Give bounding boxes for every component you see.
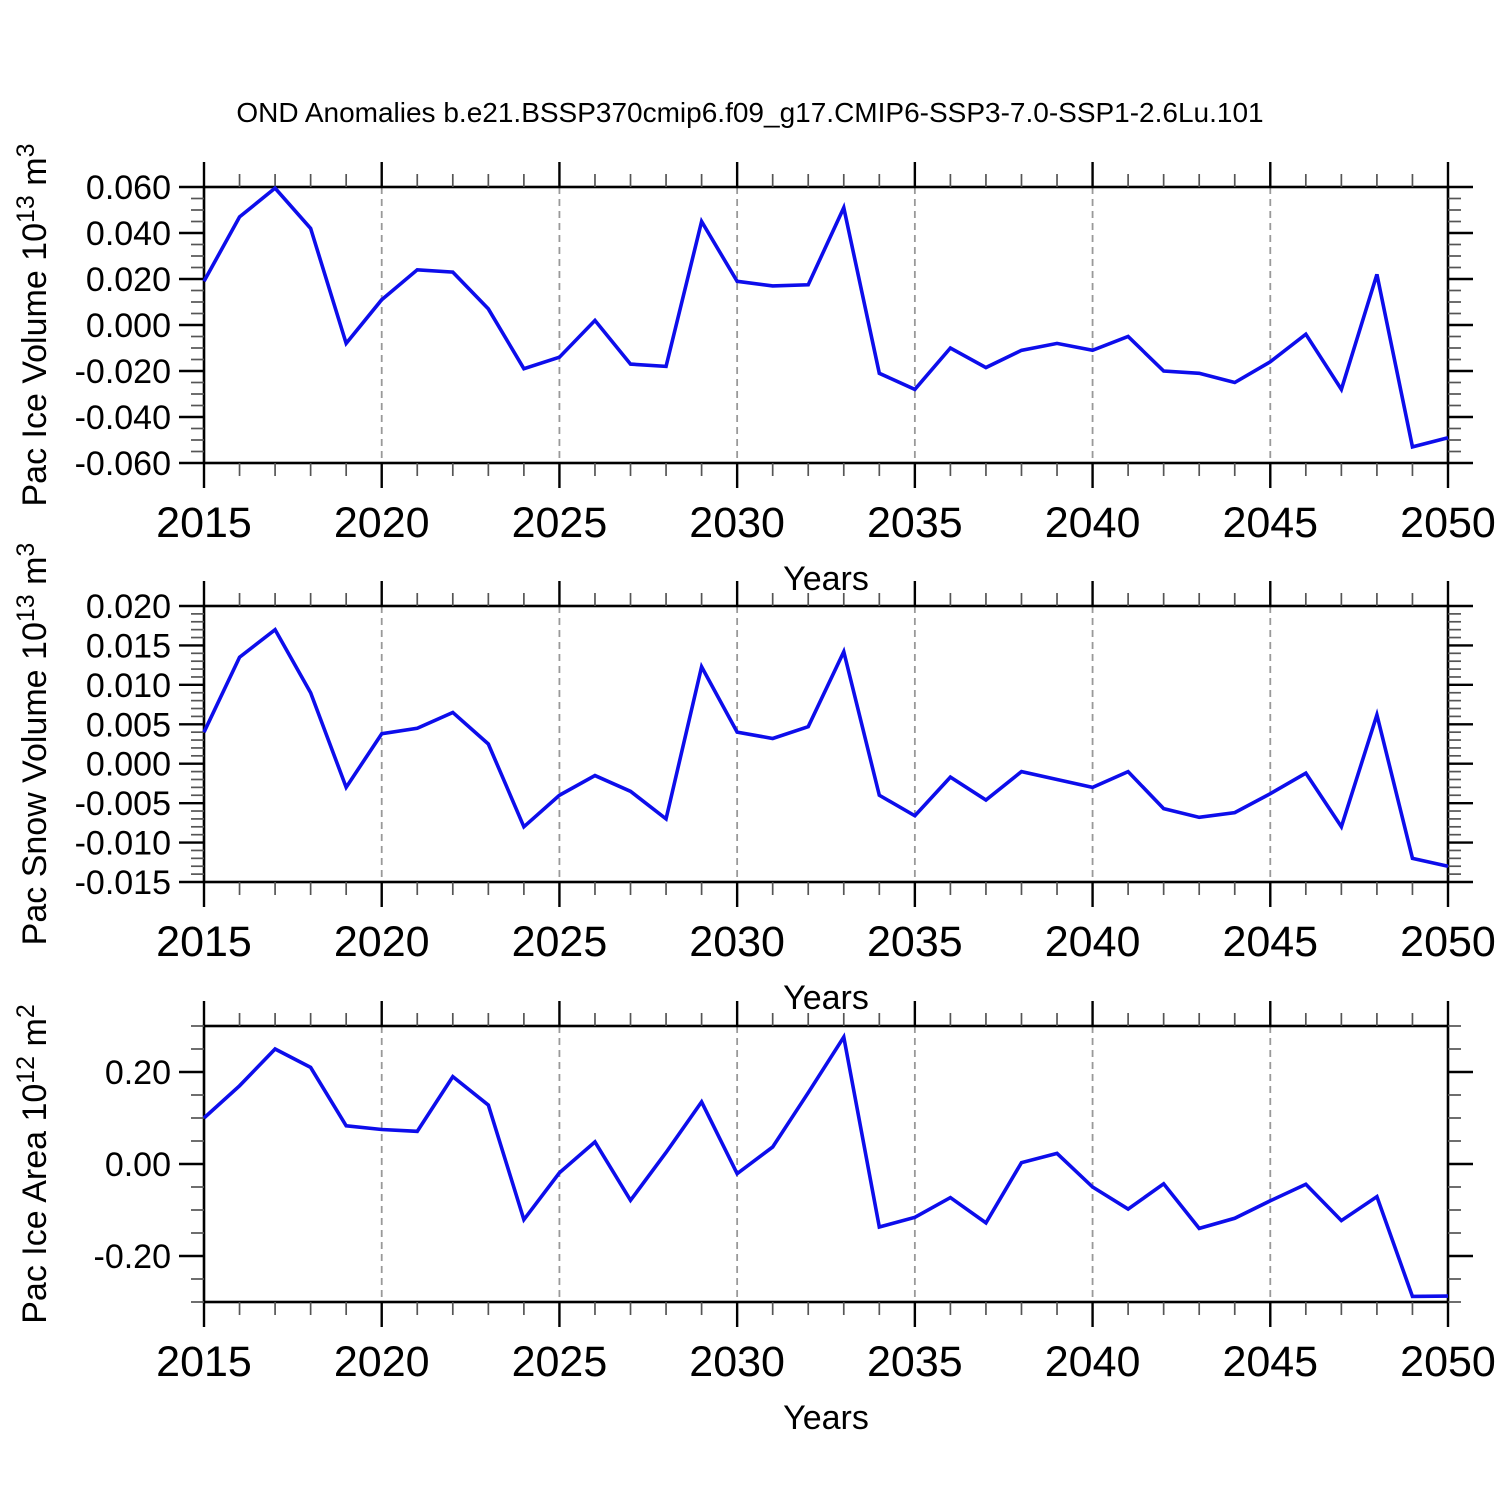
x-tick-label: 2030 (689, 499, 785, 547)
y-tick-label: 0.005 (86, 706, 171, 744)
y-tick-label: 0.00 (105, 1146, 171, 1184)
x-tick-label: 2025 (512, 1338, 608, 1386)
x-tick-label: 2050 (1400, 499, 1496, 547)
y-tick-label: 0.020 (86, 261, 171, 299)
y-tick-label: 0.060 (86, 169, 171, 207)
x-axis-title: Years (783, 979, 869, 1017)
x-tick-label: 2045 (1222, 1338, 1318, 1386)
y-tick-label: 0.000 (86, 307, 171, 345)
y-tick-label: -0.040 (75, 399, 171, 437)
chart-pac-snow-volume: 2015 2020 2025 2030 2035 2040 2045 2050-0.015-0… (12, 543, 1496, 1017)
x-tick-label: 2045 (1222, 499, 1318, 547)
plot-frame (202, 185, 1450, 465)
x-tick-label: 2015 (156, 499, 252, 547)
x-tick-label: 2040 (1045, 499, 1141, 547)
plot-frame (202, 604, 1450, 884)
y-tick-label: 0.040 (86, 215, 171, 253)
x-tick-label: 2035 (867, 918, 963, 966)
x-tick-label: 2020 (334, 1338, 430, 1386)
x-tick-label: 2025 (512, 499, 608, 547)
y-axis-title: Pac Ice Area 1012 m2 (12, 1004, 54, 1324)
x-tick-label: 2025 (512, 918, 608, 966)
x-tick-label: 2030 (689, 918, 785, 966)
x-tick-label: 2015 (156, 1338, 252, 1386)
x-axis-title: Years (783, 1399, 869, 1437)
y-tick-label: 0.20 (105, 1054, 171, 1092)
y-tick-label: 0.015 (86, 627, 171, 665)
y-tick-label: -0.020 (75, 353, 171, 391)
x-tick-label: 2035 (867, 1338, 963, 1386)
x-tick-label: 2015 (156, 918, 252, 966)
x-axis-title: Years (783, 560, 869, 598)
data-line (202, 185, 1449, 450)
y-tick-label: -0.015 (75, 864, 171, 902)
x-tick-label: 2020 (334, 499, 430, 547)
y-tick-label: -0.060 (75, 445, 171, 483)
x-tick-label: 2040 (1045, 1338, 1141, 1386)
y-tick-label: 0.010 (86, 667, 171, 705)
chart-pac-ice-volume: 2015 2020 2025 2030 2035 2040 2045 2050 -0.060 -0… (12, 143, 1496, 598)
y-tick-label: -0.20 (94, 1238, 172, 1276)
data-line (202, 1032, 1449, 1299)
x-tick-label: 2050 (1400, 1338, 1496, 1386)
x-tick-label: 2050 (1400, 918, 1496, 966)
chart-pac-ice-area: 2015 2020 2025 2030 2035 2040 2045 2050 -0.20 0.0… (12, 1001, 1496, 1437)
y-tick-label: 0.020 (86, 588, 171, 626)
x-tick-label: 2045 (1222, 918, 1318, 966)
y-tick-label: -0.010 (75, 825, 171, 863)
y-tick-label: 0.000 (86, 746, 171, 784)
page-title: OND Anomalies b.e21.BSSP370cmip6.f09_g17… (236, 97, 1264, 128)
y-tick-label: -0.005 (75, 785, 171, 823)
data-line (202, 626, 1449, 868)
y-axis-title: Pac Ice Volume 1013 m3 (12, 143, 54, 506)
y-axis-title: Pac Snow Volume 1013 m3 (12, 543, 54, 946)
x-tick-label: 2030 (689, 1338, 785, 1386)
x-tick-label: 2020 (334, 918, 430, 966)
x-tick-label: 2040 (1045, 918, 1141, 966)
x-tick-label: 2035 (867, 499, 963, 547)
